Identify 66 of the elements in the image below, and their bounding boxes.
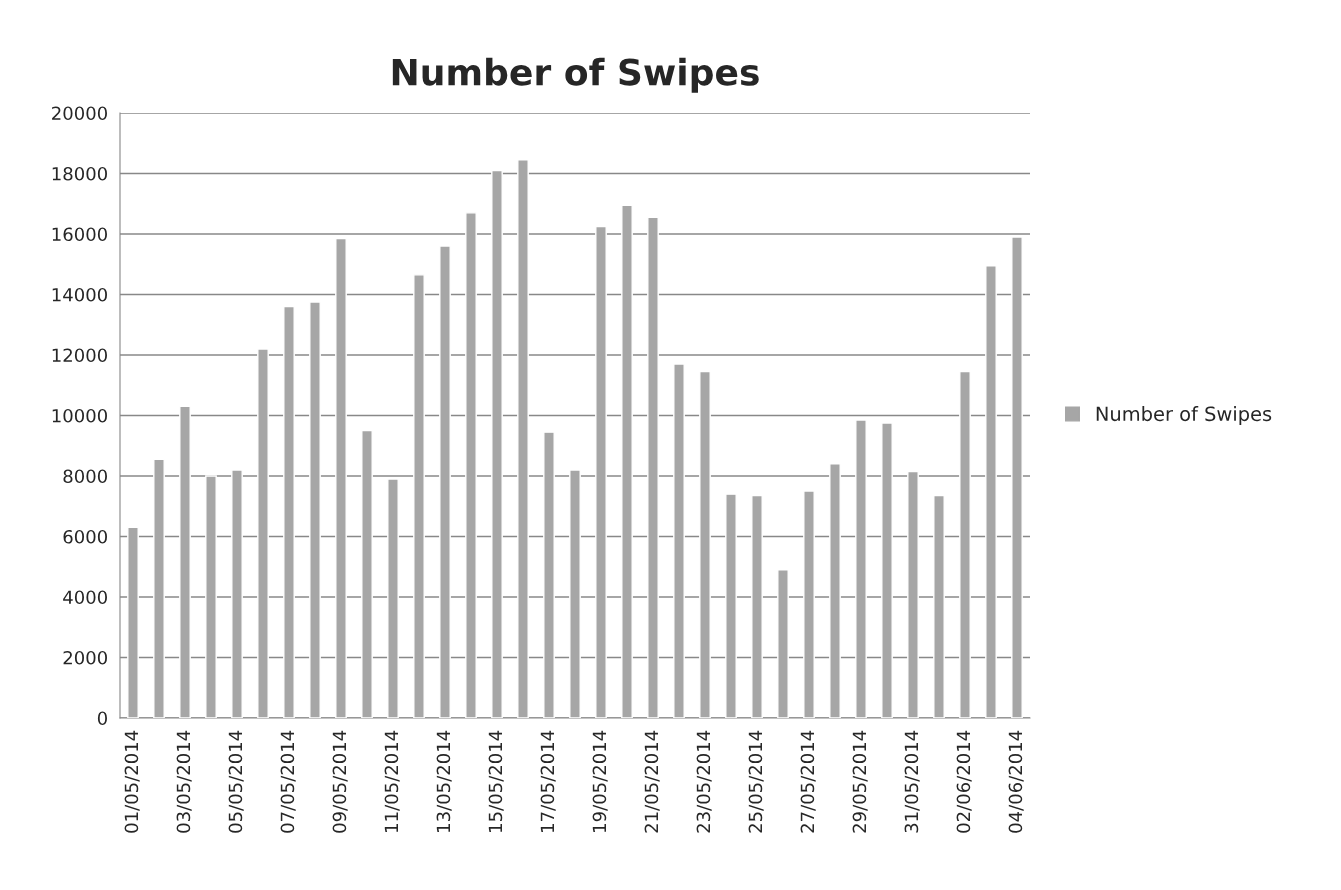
x-tick-label: 03/05/2014 [176,730,192,833]
bar [907,470,919,718]
bar [491,169,503,718]
bar [881,422,893,718]
bar [803,490,815,718]
bar [205,475,217,718]
bar [127,526,139,718]
x-tick-label: 23/05/2014 [696,730,712,833]
x-tick-label: 27/05/2014 [800,730,816,833]
y-tick-label: 18000 [52,166,107,181]
bar [725,493,737,718]
bar [595,225,607,718]
y-tick-label: 2000 [63,650,107,665]
x-tick-label: 19/05/2014 [592,730,608,832]
x-tick-label: 07/05/2014 [280,730,296,833]
bar [517,159,529,718]
bar [413,274,425,718]
bar [933,494,945,718]
bar [985,265,997,718]
bar [283,305,295,718]
x-tick-label: 25/05/2014 [748,730,764,833]
bar [647,216,659,718]
bar [777,569,789,718]
y-tick-label: 8000 [63,469,107,484]
bar [335,237,347,718]
x-tick-label: 13/05/2014 [436,730,452,832]
x-tick-label: 04/06/2014 [1008,730,1024,833]
bar [387,478,399,718]
legend-label: Number of Swipes [1096,406,1272,425]
x-tick-label: 15/05/2014 [488,730,504,832]
x-tick-label: 21/05/2014 [644,730,660,833]
y-tick-label: 10000 [52,408,107,423]
bar [699,370,711,718]
bar [829,463,841,718]
bar [231,469,243,718]
bar [465,212,477,718]
bar [153,458,165,718]
bar [621,204,633,718]
x-tick-label: 01/05/2014 [124,730,140,833]
bar [855,419,867,718]
y-tick-label: 6000 [63,529,107,544]
bar [673,363,685,718]
bar [309,301,321,718]
bar [439,245,451,718]
chart-title: Number of Swipes [392,57,759,93]
x-tick-label: 17/05/2014 [540,730,556,832]
bar [1011,236,1023,718]
bar [543,431,555,718]
bar [257,348,269,718]
bar [361,429,373,718]
x-tick-label: 09/05/2014 [332,730,348,833]
y-tick-label: 12000 [52,348,107,363]
bar [179,405,191,718]
x-tick-label: 05/05/2014 [228,730,244,833]
y-tick-label: 4000 [63,590,107,605]
y-tick-label: 14000 [52,287,107,302]
y-tick-label: 16000 [52,227,107,242]
x-tick-label: 31/05/2014 [904,730,920,833]
x-tick-label: 02/06/2014 [956,730,972,833]
x-tick-label: 29/05/2014 [852,730,868,833]
bar [751,494,763,718]
y-tick-label: 20000 [52,106,107,121]
bar [959,370,971,718]
y-tick-label: 0 [97,711,107,726]
bar [569,469,581,718]
x-tick-label: 11/05/2014 [384,730,400,832]
